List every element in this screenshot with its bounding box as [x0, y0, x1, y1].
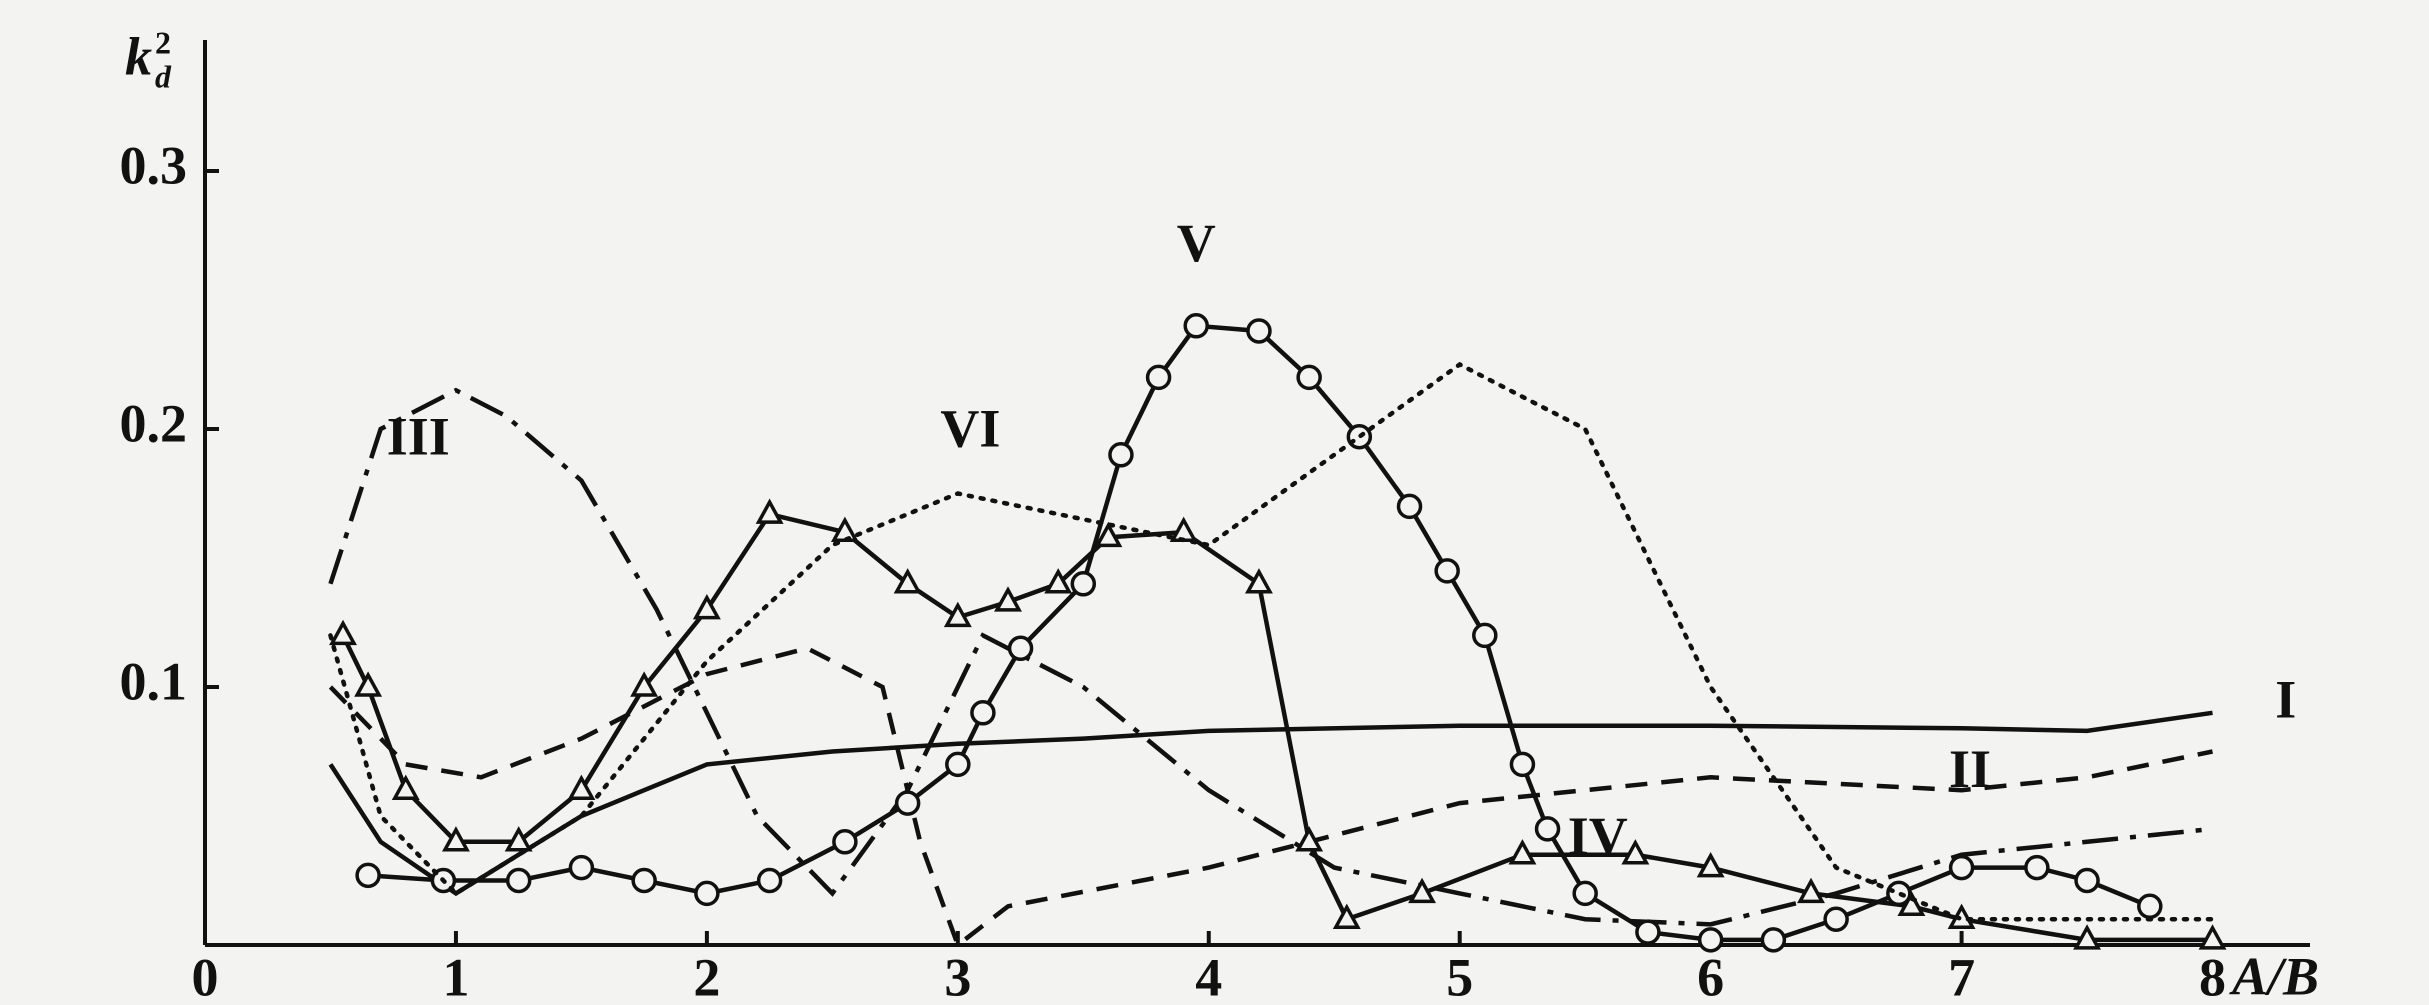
circle-marker	[570, 857, 592, 879]
circle-marker	[1010, 637, 1032, 659]
circle-marker	[696, 882, 718, 904]
circle-marker	[947, 753, 969, 775]
circle-marker	[1537, 818, 1559, 840]
circle-marker	[1399, 495, 1421, 517]
circle-marker	[2076, 870, 2098, 892]
circle-marker	[1574, 882, 1596, 904]
circle-marker	[1511, 753, 1533, 775]
x-tick-label: 8	[2199, 947, 2226, 1005]
circle-marker	[1762, 929, 1784, 951]
circle-marker	[2139, 895, 2161, 917]
x-axis-label: A/B	[2229, 946, 2319, 1005]
background	[0, 0, 2429, 1005]
x-tick-label: 3	[944, 947, 971, 1005]
x-tick-label: 5	[1446, 947, 1473, 1005]
y-axis-label-sub: d	[155, 58, 172, 94]
circle-marker	[1700, 929, 1722, 951]
y-tick-label: 0.3	[120, 135, 188, 195]
x-tick-label: 4	[1195, 947, 1222, 1005]
y-axis-label: k	[125, 26, 152, 86]
circle-marker	[357, 864, 379, 886]
circle-marker	[759, 870, 781, 892]
circle-marker	[508, 870, 530, 892]
circle-marker	[1436, 560, 1458, 582]
circle-marker	[633, 870, 655, 892]
y-tick-label: 0.2	[120, 393, 188, 453]
circle-marker	[1148, 366, 1170, 388]
circle-marker	[834, 831, 856, 853]
circle-marker	[1110, 444, 1132, 466]
circle-marker	[1825, 908, 1847, 930]
series-label: IV	[1568, 806, 1628, 866]
x-tick-label: 6	[1697, 947, 1724, 1005]
series-label: III	[387, 406, 450, 466]
circle-marker	[1951, 857, 1973, 879]
circle-marker	[897, 792, 919, 814]
circle-marker	[2026, 857, 2048, 879]
series-label: VI	[940, 399, 1000, 459]
series-label: V	[1177, 213, 1216, 273]
y-tick-label: 0.1	[120, 651, 188, 711]
chart: k d 2 A/B 0123456780.10.20.3IIIIIIIVVVI	[0, 0, 2429, 1005]
series-label: II	[1949, 739, 1991, 799]
circle-marker	[1298, 366, 1320, 388]
circle-marker	[1248, 320, 1270, 342]
circle-marker	[1637, 921, 1659, 943]
x-tick-label: 2	[693, 947, 720, 1005]
series-label: I	[2275, 669, 2296, 729]
x-tick-label: 7	[1948, 947, 1975, 1005]
circle-marker	[1185, 315, 1207, 337]
circle-marker	[1474, 624, 1496, 646]
x-tick-label: 1	[442, 947, 469, 1005]
x-tick-label: 0	[192, 947, 219, 1005]
circle-marker	[1072, 573, 1094, 595]
y-axis-label-sup: 2	[155, 24, 171, 60]
circle-marker	[972, 702, 994, 724]
